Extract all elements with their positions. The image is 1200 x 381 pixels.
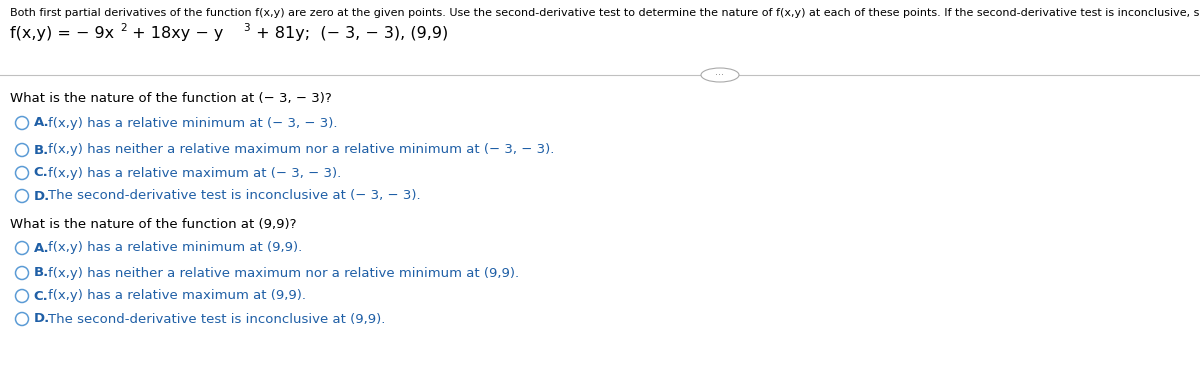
Ellipse shape	[701, 68, 739, 82]
Text: D.: D.	[34, 312, 49, 325]
Text: f(x,y) has neither a relative maximum nor a relative minimum at (− 3, − 3).: f(x,y) has neither a relative maximum no…	[48, 144, 554, 157]
Text: + 18xy − y: + 18xy − y	[127, 26, 223, 41]
Text: ···: ···	[715, 70, 725, 80]
Text: D.: D.	[34, 189, 49, 202]
Text: f(x,y) has a relative minimum at (− 3, − 3).: f(x,y) has a relative minimum at (− 3, −…	[48, 117, 338, 130]
Text: The second-derivative test is inconclusive at (− 3, − 3).: The second-derivative test is inconclusi…	[48, 189, 421, 202]
Text: f(x,y) has a relative maximum at (− 3, − 3).: f(x,y) has a relative maximum at (− 3, −…	[48, 166, 342, 179]
Text: The second-derivative test is inconclusive at (9,9).: The second-derivative test is inconclusi…	[48, 312, 386, 325]
Text: A.: A.	[34, 242, 49, 255]
Text: A.: A.	[34, 117, 49, 130]
Text: 3: 3	[242, 23, 250, 33]
Text: What is the nature of the function at (− 3, − 3)?: What is the nature of the function at (−…	[10, 92, 331, 105]
Text: B.: B.	[34, 144, 49, 157]
Text: What is the nature of the function at (9,9)?: What is the nature of the function at (9…	[10, 218, 296, 231]
Text: C.: C.	[34, 290, 48, 303]
Text: f(x,y) has a relative minimum at (9,9).: f(x,y) has a relative minimum at (9,9).	[48, 242, 302, 255]
Text: + 81y;  (− 3, − 3), (9,9): + 81y; (− 3, − 3), (9,9)	[251, 26, 449, 41]
Text: f(x,y) has neither a relative maximum nor a relative minimum at (9,9).: f(x,y) has neither a relative maximum no…	[48, 266, 520, 280]
Text: C.: C.	[34, 166, 48, 179]
Text: Both first partial derivatives of the function f(x,y) are zero at the given poin: Both first partial derivatives of the fu…	[10, 8, 1200, 18]
Text: f(x,y) = − 9x: f(x,y) = − 9x	[10, 26, 114, 41]
Text: 2: 2	[120, 23, 127, 33]
Text: B.: B.	[34, 266, 49, 280]
Text: f(x,y) has a relative maximum at (9,9).: f(x,y) has a relative maximum at (9,9).	[48, 290, 306, 303]
